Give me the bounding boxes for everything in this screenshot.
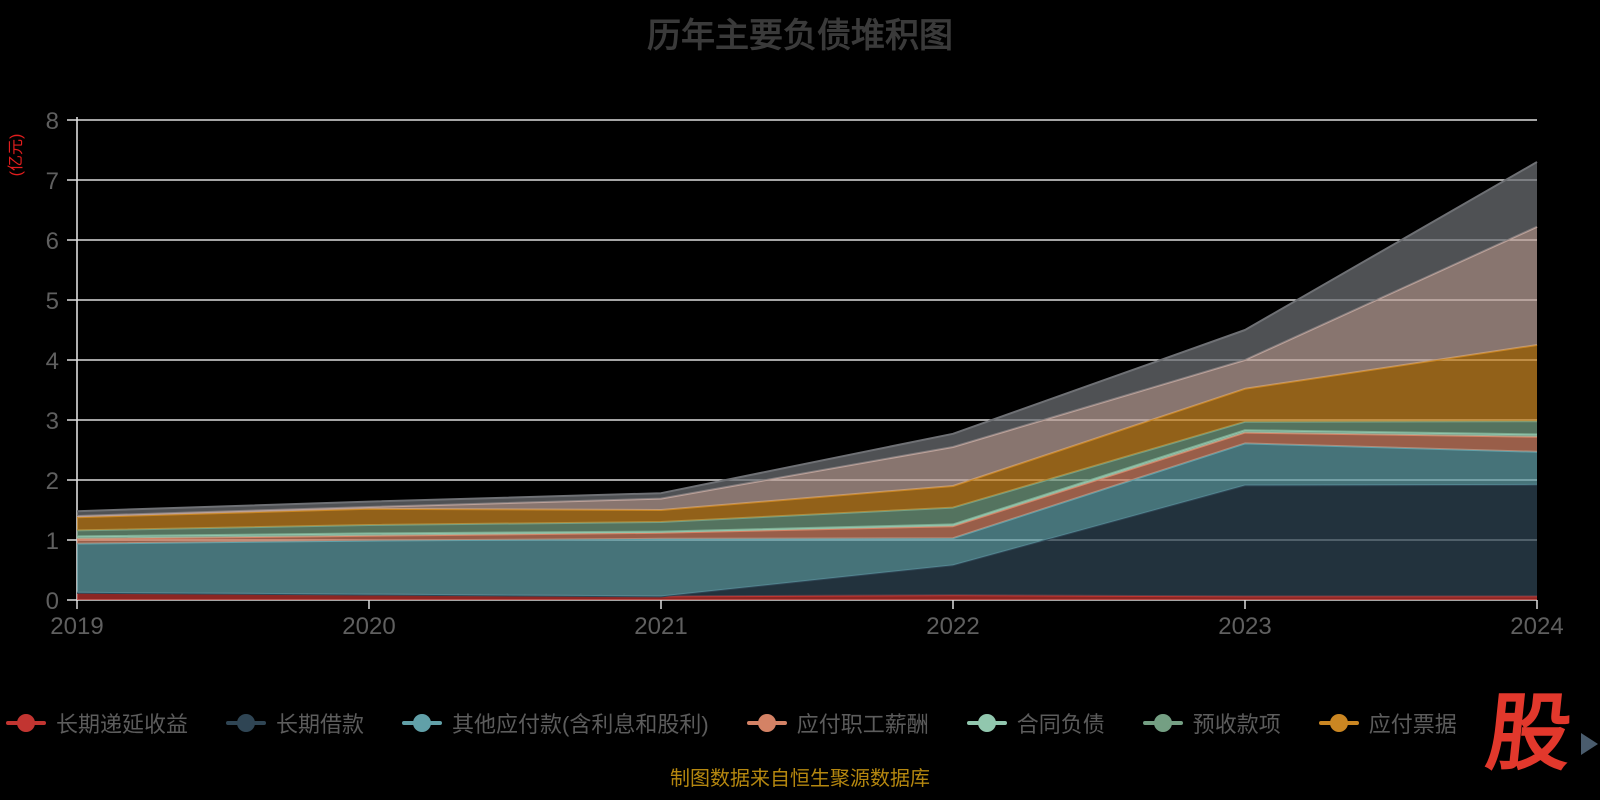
legend-item-label: 合同负债 <box>1016 712 1105 737</box>
y-tick-label-0: 0 <box>46 588 59 615</box>
area-未知系列1(图例被遮挡) <box>77 226 1537 518</box>
legend-item[interactable]: 长期递延收益 <box>6 707 188 739</box>
legend-item[interactable]: 应付职工薪酬 <box>746 707 929 739</box>
legend-marker-icon <box>1142 714 1183 732</box>
legend-marker-icon <box>746 714 787 732</box>
legend-item-label: 其他应付款(含利息和股利) <box>452 712 709 737</box>
logo-gu: 股 <box>1482 686 1577 780</box>
series-line-未知系列2(图例被遮挡) <box>76 161 1538 513</box>
x-tick-label-2021: 2021 <box>634 613 687 640</box>
y-tick-label-2: 2 <box>46 468 59 495</box>
legend-item-label: 长期借款 <box>276 712 365 737</box>
y-axis-unit-label: (亿元) <box>8 133 25 177</box>
y-tick-label-6: 6 <box>46 228 59 255</box>
x-tick-label-2022: 2022 <box>926 613 979 640</box>
legend: 长期递延收益 长期借款 其他应付款(含利息和股利) 应付职工薪酬 <box>6 701 1538 745</box>
data-source-text: 制图数据来自恒生聚源数据库 <box>670 768 930 790</box>
chart-title: 历年主要负债堆积图 <box>647 17 953 55</box>
legend-next-page-icon[interactable] <box>1581 733 1598 755</box>
area-未知系列2(图例被遮挡) <box>77 162 1537 516</box>
y-tick-label-7: 7 <box>46 168 59 195</box>
y-tick-label-8: 8 <box>46 108 59 135</box>
x-tick-label-2020: 2020 <box>342 613 395 640</box>
legend-marker-icon <box>402 714 443 732</box>
y-tick-label-5: 5 <box>46 288 59 315</box>
x-tick-label-2024: 2024 <box>1510 613 1563 640</box>
legend-item[interactable]: 应付票据 <box>1318 707 1457 739</box>
x-tick-label-2019: 2019 <box>50 613 103 640</box>
legend-item[interactable]: 合同负债 <box>966 707 1105 739</box>
legend-item[interactable]: 长期借款 <box>226 707 364 739</box>
legend-marker-icon <box>966 714 1007 732</box>
area-应付职工薪酬 <box>77 432 1537 544</box>
legend-item-label: 预收款项 <box>1192 712 1281 737</box>
legend-item[interactable]: 预收款项 <box>1142 707 1281 739</box>
legend-item-label: 应付职工薪酬 <box>796 712 929 737</box>
legend-marker-icon <box>1318 714 1359 732</box>
y-tick-label-1: 1 <box>46 528 59 555</box>
y-tick-label-3: 3 <box>46 408 59 435</box>
legend-item[interactable]: 其他应付款(含利息和股利) <box>402 707 709 739</box>
legend-marker-icon <box>6 714 46 732</box>
legend-item-label: 应付票据 <box>1368 712 1457 737</box>
legend-item-label: 长期递延收益 <box>56 712 189 737</box>
area-其他应付款(含利息和股利) <box>77 443 1537 597</box>
x-tick-label-2023: 2023 <box>1218 613 1271 640</box>
y-tick-label-4: 4 <box>46 348 59 375</box>
area-长期借款 <box>77 484 1537 597</box>
area-预收款项 <box>77 421 1537 537</box>
legend-marker-icon <box>226 714 267 732</box>
